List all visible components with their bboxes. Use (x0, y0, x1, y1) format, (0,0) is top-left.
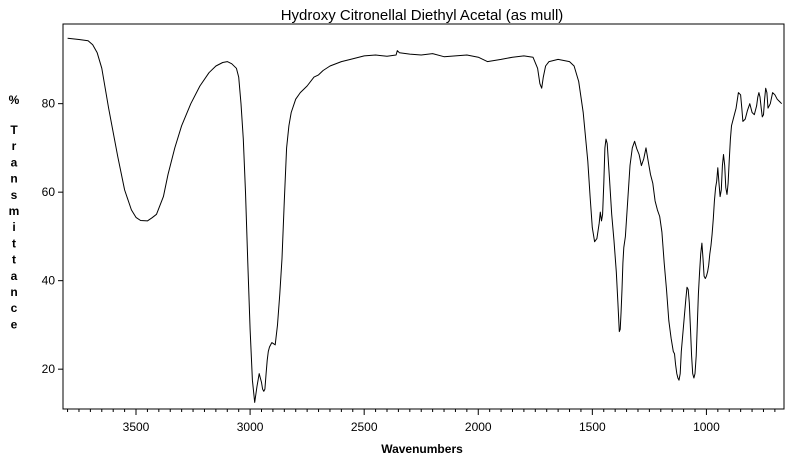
x-minor-ticks (67, 409, 776, 412)
y-tick-labels: 20 40 60 80 (42, 97, 56, 377)
y-axis-label-letter: T (10, 123, 18, 137)
y-axis-label-letter: t (12, 236, 16, 250)
x-tick-label: 3000 (237, 420, 264, 434)
x-tick-label: 1500 (579, 420, 606, 434)
y-axis-label-letter: t (12, 253, 16, 267)
plot-frame (62, 23, 785, 410)
x-tick-labels: 3500 3000 2500 2000 1500 1000 (123, 420, 720, 434)
y-axis-label-letter: e (11, 317, 18, 331)
spectrum-line (67, 37, 783, 403)
y-axis-label-letter: n (10, 172, 17, 186)
y-axis-label-letter: a (11, 155, 18, 169)
y-axis-label-letter: n (10, 285, 17, 299)
chart-title: Hydroxy Citronellal Diethyl Acetal (as m… (281, 7, 564, 24)
y-axis-label-letter: a (11, 269, 18, 283)
y-tick-label: 80 (42, 97, 56, 111)
y-axis-label-prefix: % (9, 93, 20, 107)
y-tick-label: 20 (42, 362, 56, 376)
y-axis-label-letter: i (12, 220, 15, 234)
y-axis-label-letter: c (11, 301, 18, 315)
x-axis-label: Wavenumbers (381, 442, 463, 456)
x-tick-label: 1000 (693, 420, 720, 434)
y-axis-label-letter: m (9, 204, 20, 218)
y-tick-label: 40 (42, 274, 56, 288)
x-major-ticks (135, 409, 707, 415)
y-major-ticks (58, 103, 63, 370)
x-tick-label: 2500 (351, 420, 378, 434)
x-tick-label: 3500 (123, 420, 150, 434)
x-tick-label: 2000 (465, 420, 492, 434)
y-tick-label: 60 (42, 185, 56, 199)
y-axis-label-letter: r (12, 139, 17, 153)
y-axis-label-letter: s (11, 188, 18, 202)
